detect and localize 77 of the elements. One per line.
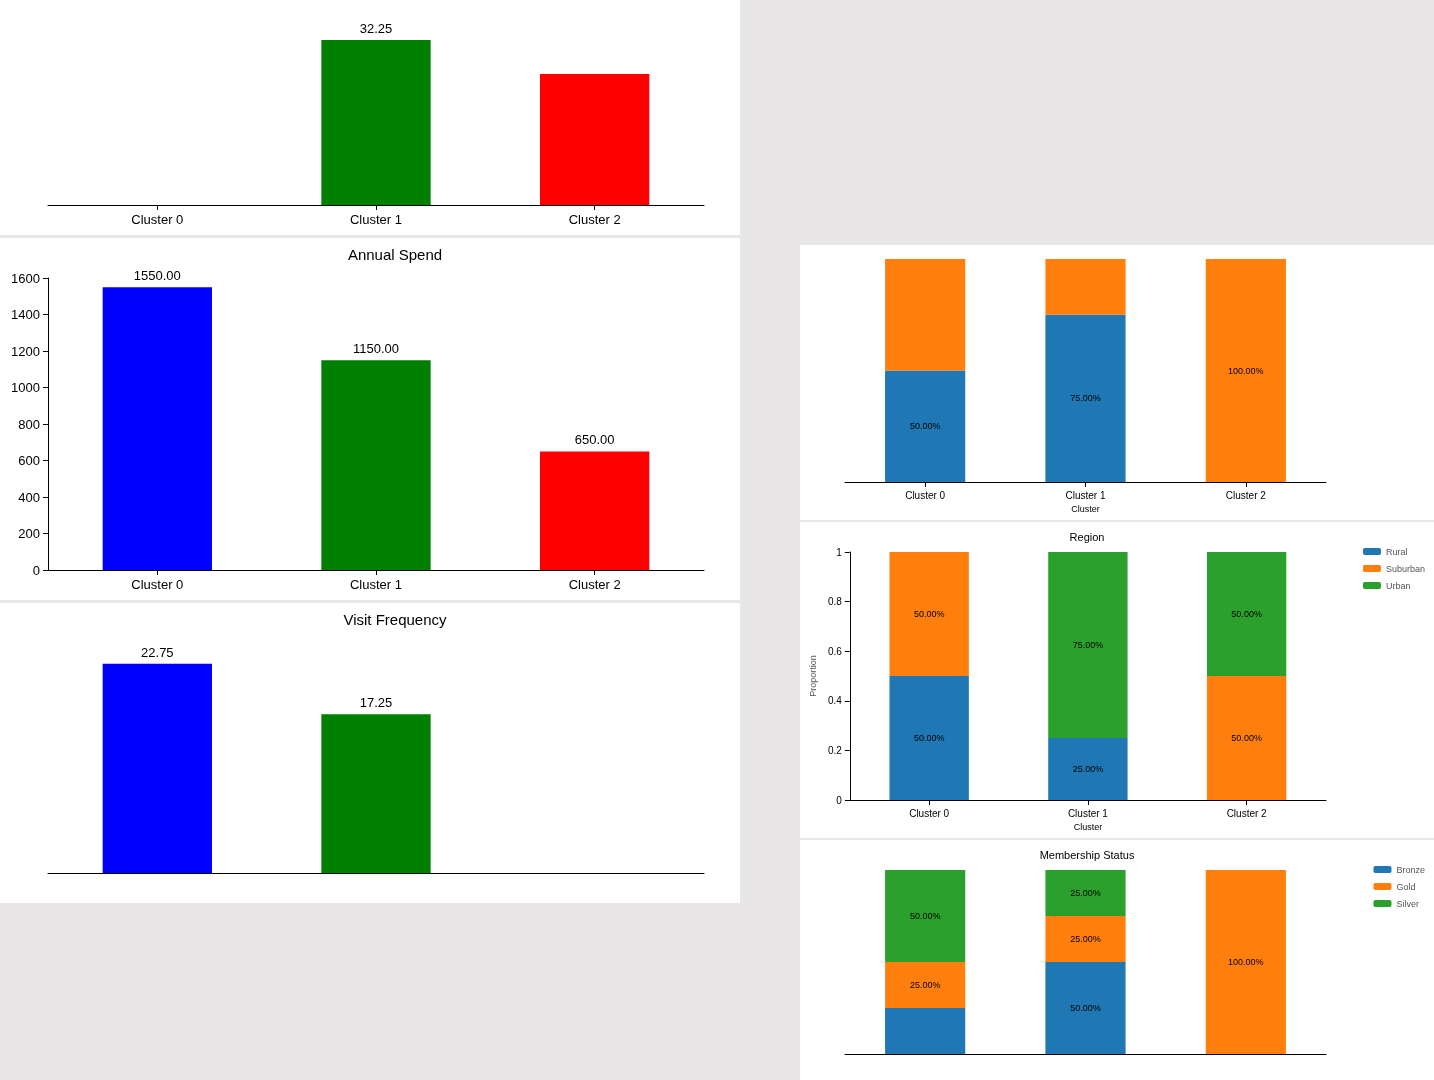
y-tick-label: 0 xyxy=(836,794,843,806)
bar xyxy=(1206,552,1287,676)
y-tick-label: 1600 xyxy=(11,270,40,286)
y-axis-title: Proportion xyxy=(807,655,818,697)
data-label: 25.00% xyxy=(1070,888,1101,898)
x-tick-label: Cluster 2 xyxy=(1226,807,1268,819)
y-tick-label: 200 xyxy=(18,526,40,541)
x-tick-label: Cluster 2 xyxy=(568,577,621,592)
y-tick-label: 800 xyxy=(18,416,40,432)
x-tick-label: Cluster 0 xyxy=(909,807,950,819)
y-tick-label: 0.2 xyxy=(827,744,843,756)
data-label: 1550.00 xyxy=(133,268,181,284)
chart-title: Annual Spend xyxy=(347,246,443,263)
legend-label: Bronze xyxy=(1396,864,1426,875)
bar xyxy=(885,1008,966,1054)
y-tick-label: 0.8 xyxy=(827,596,843,608)
x-tick-label: Cluster 2 xyxy=(1225,489,1267,501)
chart-title: Membership Status xyxy=(1039,848,1135,861)
y-tick-label: 1200 xyxy=(11,343,40,359)
data-label: 22.75 xyxy=(141,644,174,660)
data-label: 50.00% xyxy=(913,609,945,619)
bar xyxy=(540,451,650,570)
legend-label: Gold xyxy=(1396,881,1416,892)
legend-label: Suburban xyxy=(1385,563,1426,574)
x-tick-label: Cluster 0 xyxy=(131,577,184,592)
x-tick-label: Cluster 0 xyxy=(131,212,184,227)
y-tick-label: 0.4 xyxy=(827,695,843,707)
x-tick-label: Cluster 0 xyxy=(905,489,946,501)
bar xyxy=(102,287,212,570)
y-tick-label: 600 xyxy=(18,453,40,468)
data-label: 50.00% xyxy=(909,421,941,432)
bar xyxy=(889,676,969,800)
y-tick-label: 0 xyxy=(32,562,40,578)
data-label: 650.00 xyxy=(574,432,615,448)
data-label: 32.25 xyxy=(359,21,393,37)
bar xyxy=(1206,676,1287,800)
y-tick-label: 400 xyxy=(18,489,40,505)
data-label: 50.00% xyxy=(1231,733,1262,743)
x-tick-label: Cluster 1 xyxy=(349,212,403,227)
data-label: 100.00% xyxy=(1228,365,1264,376)
x-tick-label: Cluster 1 xyxy=(1065,489,1106,501)
y-tick-label: 0.6 xyxy=(827,645,843,657)
x-axis-title: Cluster xyxy=(1073,822,1103,833)
chart-title: Region xyxy=(1069,530,1105,543)
y-tick-label: 1000 xyxy=(11,380,40,395)
bar xyxy=(1205,870,1286,1054)
bar xyxy=(889,552,969,676)
legend-label: Rural xyxy=(1385,546,1408,557)
data-label: 75.00% xyxy=(1070,393,1101,404)
bar xyxy=(885,870,966,962)
data-label: 100.00% xyxy=(1228,957,1264,967)
data-label: 25.00% xyxy=(1070,934,1101,944)
legend-label: Silver xyxy=(1396,898,1419,909)
legend-label: Urban xyxy=(1385,580,1411,591)
data-label: 25.00% xyxy=(909,980,941,990)
bar xyxy=(1045,916,1126,962)
bar xyxy=(885,962,966,1008)
bar xyxy=(321,360,431,570)
data-label: 25.00% xyxy=(1072,764,1104,774)
y-tick-label: 1400 xyxy=(11,307,40,322)
y-tick-label: 1 xyxy=(836,546,843,558)
data-label: 50.00% xyxy=(913,733,945,743)
bar xyxy=(1048,738,1128,800)
data-label: 50.00% xyxy=(1070,1003,1101,1013)
x-tick-label: Cluster 2 xyxy=(568,212,621,227)
x-tick-label: Cluster 1 xyxy=(349,577,403,592)
chart-title: Visit Frequency xyxy=(343,611,448,628)
data-label: 75.00% xyxy=(1072,640,1104,650)
x-axis-title: Cluster xyxy=(1071,504,1100,515)
bar xyxy=(1045,962,1126,1054)
data-label: 50.00% xyxy=(1231,609,1262,619)
bar xyxy=(1045,870,1126,916)
data-label: 17.25 xyxy=(359,695,393,711)
data-label: 50.00% xyxy=(909,911,941,921)
x-tick-label: Cluster 1 xyxy=(1067,807,1109,819)
bar xyxy=(1048,552,1128,738)
data-label: 1150.00 xyxy=(352,341,400,357)
